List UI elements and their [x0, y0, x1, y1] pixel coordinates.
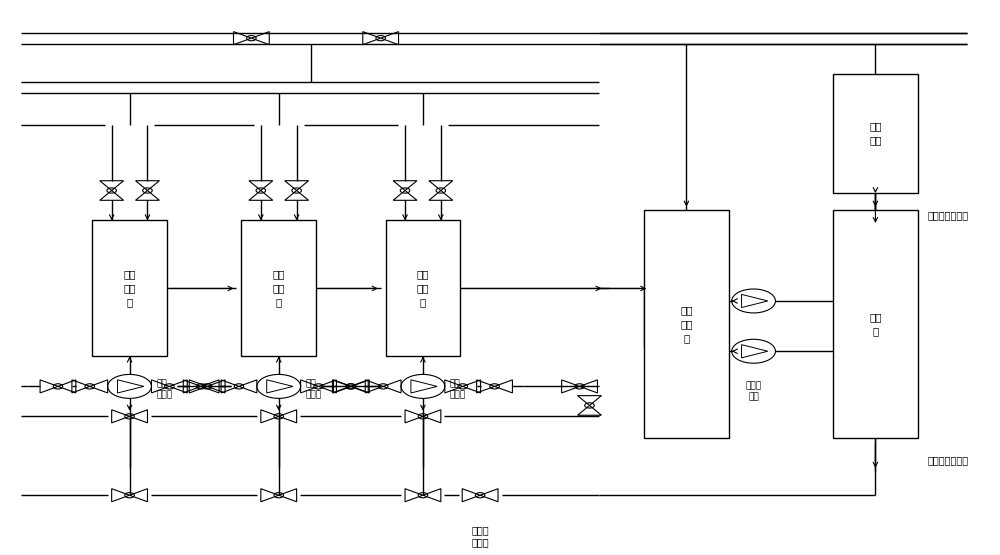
Bar [833, 210, 918, 438]
Bar [92, 220, 167, 356]
Text: 四级
纳滤
膜: 四级 纳滤 膜 [123, 269, 136, 307]
Text: 浓缩
液罐: 浓缩 液罐 [869, 122, 882, 145]
Bar [833, 73, 918, 193]
Text: 净液
缓冲
罐: 净液 缓冲 罐 [680, 305, 693, 343]
Bar [386, 220, 460, 356]
Text: 净液输
送泵: 净液输 送泵 [746, 381, 762, 401]
Bar [644, 210, 729, 438]
Text: 五级
循环泵: 五级 循环泵 [306, 379, 322, 399]
Text: 用于调配浸渍碱: 用于调配浸渍碱 [928, 455, 969, 465]
Text: 净液
罐: 净液 罐 [869, 312, 882, 336]
Text: 四级
循环泵: 四级 循环泵 [156, 379, 173, 399]
Text: 用于调配溶解碱: 用于调配溶解碱 [928, 210, 969, 220]
Text: 六级
循环泵: 六级 循环泵 [450, 379, 466, 399]
Text: 五级
纳滤
膜: 五级 纳滤 膜 [272, 269, 285, 307]
Text: 浓缩液
流量计: 浓缩液 流量计 [471, 525, 489, 548]
Text: 六级
纳滤
膜: 六级 纳滤 膜 [417, 269, 429, 307]
Bar [241, 220, 316, 356]
